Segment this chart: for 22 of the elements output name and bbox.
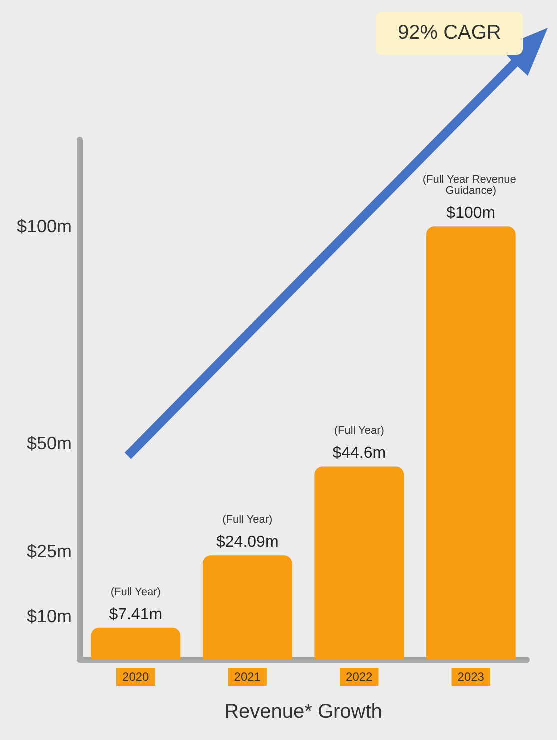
annotation: (Full Year) bbox=[110, 586, 161, 598]
y-tick-label: $100m bbox=[16, 216, 72, 237]
bar bbox=[202, 556, 292, 660]
y-tick-label: $25m bbox=[26, 542, 72, 562]
x-tick-label: 2020 bbox=[122, 670, 150, 684]
data-label: $100m bbox=[446, 205, 496, 222]
annotation: (Full Year) bbox=[334, 425, 384, 438]
bar bbox=[91, 628, 181, 660]
annotation: (Full Year) bbox=[222, 514, 273, 526]
data-label: $24.09m bbox=[216, 534, 279, 552]
x-tick-label: 2022 bbox=[346, 670, 374, 684]
data-label: $44.6m bbox=[332, 445, 386, 462]
bar bbox=[426, 226, 516, 660]
x-tick-label: 2021 bbox=[234, 670, 262, 684]
bar bbox=[314, 466, 404, 660]
y-tick-label: $50m bbox=[26, 433, 72, 454]
x-axis-title: Revenue* Growth bbox=[224, 701, 382, 723]
annotation: (Full Year Revenue Guidance) bbox=[422, 174, 520, 198]
data-label: $7.41m bbox=[109, 606, 163, 624]
x-tick-label: 2023 bbox=[458, 670, 485, 684]
text: 92% CAGR bbox=[376, 12, 524, 55]
y-tick-label: $10m bbox=[26, 606, 72, 627]
